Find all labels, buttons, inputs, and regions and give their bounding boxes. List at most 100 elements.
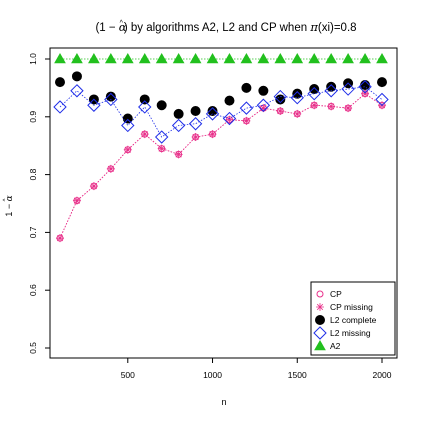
point-cp-missing bbox=[361, 89, 370, 98]
point-l2-complete bbox=[55, 77, 65, 88]
point-a2 bbox=[155, 52, 168, 64]
point-l2-complete bbox=[309, 84, 320, 95]
plot-area: 500 1000 1500 2000 0.5 0.6 0.7 0.8 0.9 1.0 bbox=[28, 47, 398, 380]
point-a2 bbox=[342, 52, 354, 64]
y-tick-label: 0.9 bbox=[28, 111, 38, 123]
point-l2-complete bbox=[377, 77, 387, 88]
point-l2-complete bbox=[105, 91, 116, 102]
point-a2 bbox=[88, 52, 100, 64]
point-a2 bbox=[54, 52, 66, 64]
legend-marker bbox=[316, 303, 324, 311]
point-cp-missing bbox=[310, 101, 319, 110]
x-tick-label: 1000 bbox=[203, 370, 222, 380]
y-tick-label: 0.8 bbox=[28, 168, 38, 180]
series-cp bbox=[56, 90, 386, 242]
point-cp-missing bbox=[72, 196, 81, 205]
point-cp-missing bbox=[191, 133, 200, 142]
legend-marker bbox=[314, 339, 326, 351]
point-cp-missing bbox=[56, 234, 64, 243]
point-cp-missing bbox=[140, 130, 149, 139]
point-a2 bbox=[257, 52, 270, 64]
point-cp-missing bbox=[242, 116, 251, 125]
series-cp-missing bbox=[56, 89, 386, 243]
legend-label: A2 bbox=[330, 341, 341, 351]
point-l2-missing bbox=[375, 92, 389, 107]
point-l2-missing bbox=[188, 117, 203, 131]
point-cp-missing bbox=[174, 150, 183, 159]
point-cp-missing bbox=[276, 107, 285, 116]
point-l2-complete bbox=[207, 106, 218, 117]
point-cp-missing bbox=[293, 109, 302, 118]
point-a2 bbox=[189, 52, 202, 64]
legend-box bbox=[310, 281, 396, 356]
point-cp-missing bbox=[157, 144, 166, 153]
series-line-l2-missing bbox=[59, 86, 383, 138]
point-a2 bbox=[104, 52, 117, 64]
point-a2 bbox=[206, 52, 219, 64]
legend-label: L2 missing bbox=[330, 328, 371, 338]
point-l2-missing bbox=[273, 89, 288, 104]
point-a2 bbox=[376, 52, 388, 64]
point-a2 bbox=[308, 52, 321, 64]
point-l2-missing bbox=[70, 84, 84, 98]
point-l2-complete bbox=[326, 81, 337, 92]
point-l2-complete bbox=[292, 88, 303, 99]
point-l2-missing bbox=[138, 100, 152, 114]
point-l2-complete bbox=[360, 80, 371, 91]
point-l2-complete bbox=[190, 106, 201, 117]
series-l2-missing bbox=[53, 80, 389, 144]
point-a2 bbox=[172, 52, 185, 64]
point-a2 bbox=[291, 52, 304, 64]
y-tick-label: 1.0 bbox=[28, 53, 38, 65]
series-a2 bbox=[54, 52, 388, 64]
point-a2 bbox=[359, 52, 371, 64]
point-a2 bbox=[274, 52, 287, 64]
legend-marker bbox=[316, 290, 324, 298]
point-a2 bbox=[121, 52, 134, 64]
point-a2 bbox=[138, 52, 151, 64]
y-tick-label: 0.6 bbox=[28, 284, 38, 296]
y-tick-label: 0.5 bbox=[28, 342, 38, 354]
point-l2-missing bbox=[205, 107, 220, 121]
point-cp-missing bbox=[89, 182, 98, 191]
legend-label: L2 complete bbox=[330, 315, 377, 325]
point-l2-missing bbox=[324, 84, 338, 98]
point-l2-complete bbox=[275, 94, 286, 105]
legend: CP CP missing L2 complete L2 missing A2 bbox=[310, 281, 396, 356]
point-a2 bbox=[240, 52, 253, 64]
point-l2-complete bbox=[224, 95, 235, 106]
x-tick-label: 2000 bbox=[373, 370, 392, 380]
legend-marker bbox=[315, 315, 325, 325]
x-axis-label: n bbox=[221, 397, 226, 407]
point-l2-missing bbox=[154, 130, 169, 144]
x-tick-label: 1500 bbox=[288, 370, 307, 380]
point-l2-complete bbox=[139, 94, 150, 105]
chart-title: (1 − α^) by algorithms A2, L2 and CP whe… bbox=[95, 20, 356, 34]
y-tick-label: 0.7 bbox=[28, 226, 38, 238]
point-cp-missing bbox=[344, 104, 353, 113]
point-l2-complete bbox=[241, 82, 252, 93]
point-l2-missing bbox=[121, 118, 135, 133]
y-axis-label: 1 − α^ bbox=[3, 195, 15, 216]
point-l2-complete bbox=[258, 85, 269, 96]
point-l2-missing bbox=[256, 98, 271, 112]
point-cp-missing bbox=[106, 164, 115, 173]
series-l2-complete bbox=[55, 71, 387, 124]
point-l2-complete bbox=[71, 71, 82, 82]
point-l2-complete bbox=[156, 100, 167, 111]
point-cp-missing bbox=[208, 130, 217, 139]
point-cp-missing bbox=[327, 102, 336, 111]
point-cp-missing bbox=[225, 115, 234, 124]
legend-label: CP missing bbox=[330, 302, 373, 312]
legend-marker bbox=[313, 326, 327, 340]
x-tick-label: 500 bbox=[121, 370, 135, 380]
point-a2 bbox=[325, 52, 338, 64]
point-cp-missing bbox=[259, 104, 268, 113]
point-l2-missing bbox=[358, 80, 372, 94]
point-a2 bbox=[223, 52, 236, 64]
point-l2-missing bbox=[104, 92, 118, 107]
point-l2-complete bbox=[173, 108, 184, 119]
plot-frame bbox=[49, 47, 398, 359]
point-l2-missing bbox=[307, 86, 321, 101]
